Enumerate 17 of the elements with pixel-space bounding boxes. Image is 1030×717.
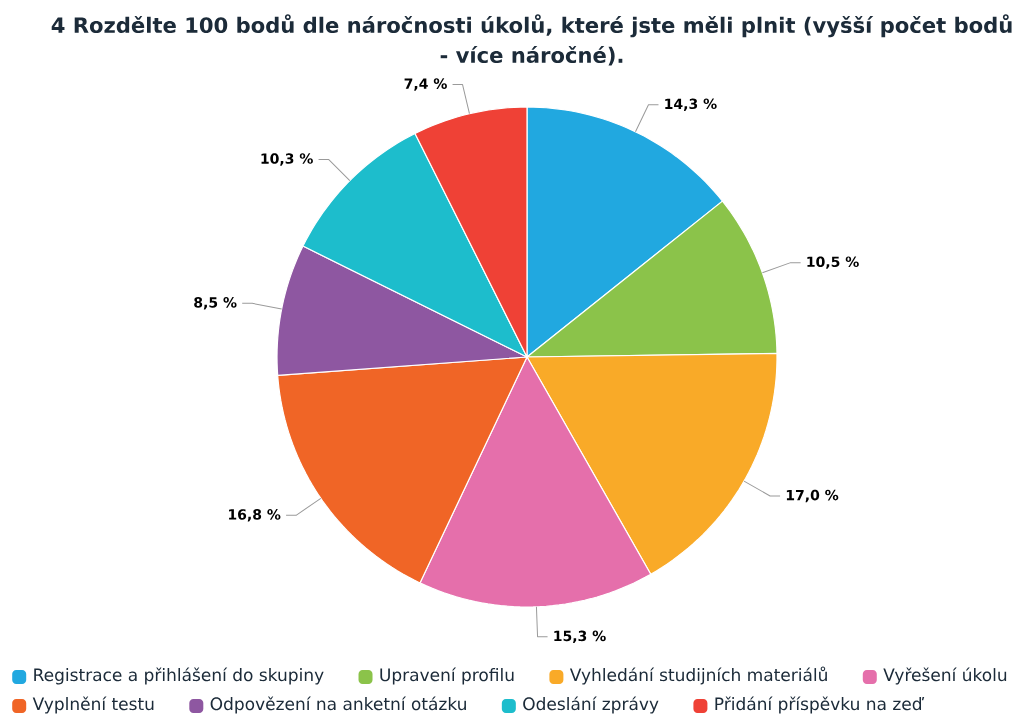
legend-label: Vyřešení úkolu xyxy=(883,667,1007,685)
legend-label: Odpovězení na anketní otázku xyxy=(210,696,466,714)
data-label: 16,8 % xyxy=(229,509,281,522)
data-label: 7,4 % xyxy=(404,78,447,91)
data-label: 17,0 % xyxy=(786,489,839,503)
data-label: 14,3 % xyxy=(665,98,717,111)
legend-label: Registrace a přihlášení do skupiny xyxy=(34,667,324,685)
data-label: 8,5 % xyxy=(194,297,237,310)
chart-title: 4 Rozdělte 100 bodů dle náročnosti úkolů, které jste měli plnit (vyšší počet bodů - více náročné). xyxy=(51,14,1012,66)
legend-label: Vyhledání studijních materiálů xyxy=(569,666,827,685)
data-label: 10,3 % xyxy=(261,153,313,166)
data-label: 10,5 % xyxy=(807,256,859,269)
legend-label: Odeslání zprávy xyxy=(523,696,659,714)
legend-label: Upravení profilu xyxy=(380,667,514,685)
legend-label: Vyplnění testu xyxy=(32,696,154,714)
legend-label: Přidání příspěvku na zeď xyxy=(715,696,925,714)
data-label: 15,3 % xyxy=(554,630,606,643)
